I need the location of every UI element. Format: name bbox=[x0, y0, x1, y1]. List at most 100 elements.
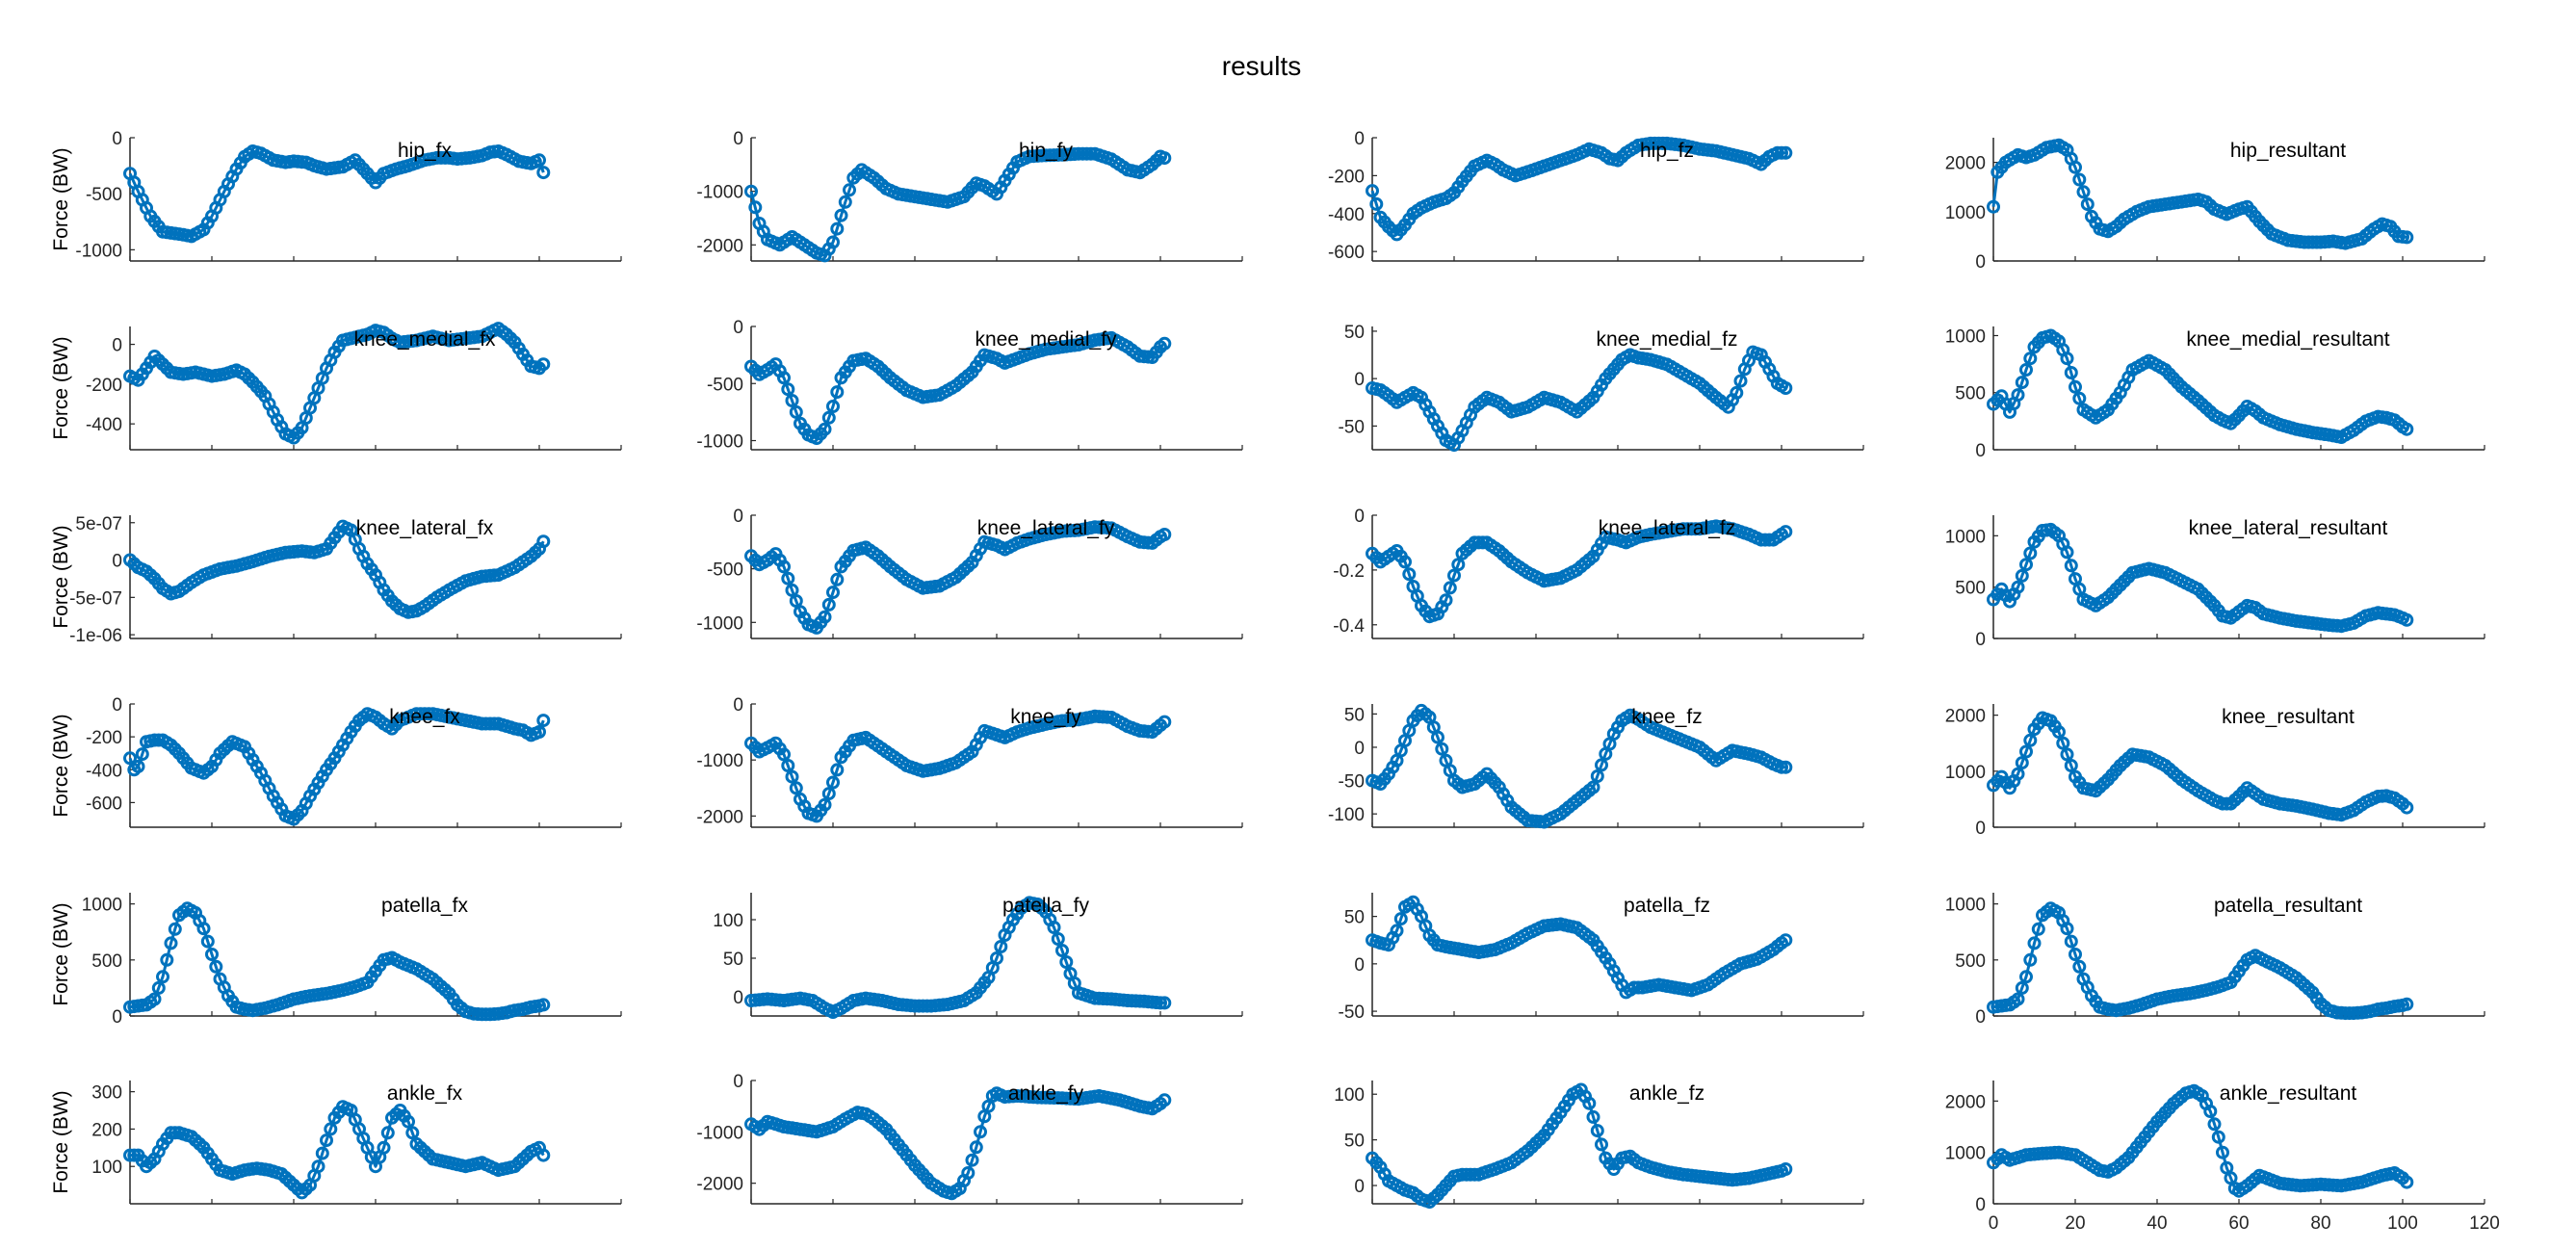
data-point bbox=[2064, 559, 2078, 573]
data-point bbox=[821, 787, 836, 801]
y-tick-label: 2000 bbox=[1945, 154, 1986, 174]
y-axis-label: Force (BW) bbox=[50, 525, 72, 628]
data-point bbox=[164, 936, 178, 951]
data-point bbox=[1158, 528, 1172, 541]
data-point bbox=[777, 560, 791, 574]
y-tick-label: -1000 bbox=[696, 613, 743, 634]
data-point bbox=[1590, 769, 1604, 783]
y-tick-label: 0 bbox=[112, 129, 122, 149]
data-point bbox=[2019, 558, 2033, 572]
data-point bbox=[2400, 612, 2414, 627]
y-tick-label: -400 bbox=[1328, 205, 1365, 225]
subplot-title: knee_fz bbox=[1631, 706, 1703, 728]
subplot-knee-medial-fx: 0 -200 -400 knee_medial_fx Force (BW) bbox=[50, 322, 622, 451]
data-point bbox=[777, 371, 791, 385]
data-point bbox=[536, 534, 551, 549]
data-point bbox=[1047, 921, 1061, 934]
data-point bbox=[1366, 184, 1379, 198]
subplot-ankle-resultant: 0 20 40 60 80 100 120 0 1000 2000 ankle_resultant bbox=[1945, 1081, 2500, 1234]
x-tick-label: 100 bbox=[2387, 1213, 2418, 1234]
data-point bbox=[2011, 992, 2025, 1006]
data-point bbox=[834, 208, 848, 222]
data-point bbox=[2015, 376, 2029, 390]
data-point bbox=[2064, 366, 2078, 379]
data-point bbox=[2011, 580, 2025, 594]
y-tick-label: 0 bbox=[733, 129, 743, 149]
data-point bbox=[1443, 581, 1457, 595]
y-tick-label: -100 bbox=[1328, 805, 1365, 825]
y-tick-label: -200 bbox=[86, 728, 122, 748]
data-point bbox=[1595, 758, 1608, 772]
data-point bbox=[1158, 151, 1172, 166]
x-tick-label: 60 bbox=[2228, 1213, 2249, 1234]
y-tick-label: -0.4 bbox=[1333, 616, 1365, 637]
y-tick-label: 500 bbox=[1955, 951, 1986, 972]
data-point bbox=[1158, 996, 1172, 1010]
data-point bbox=[2060, 352, 2074, 366]
subplot-knee-medial-fz: 50 0 -50 knee_medial_fz bbox=[1339, 323, 1864, 453]
subplot-title: patella_fx bbox=[381, 895, 468, 917]
data-point bbox=[160, 952, 174, 967]
y-tick-label: 1000 bbox=[82, 896, 122, 916]
x-tick-label: 0 bbox=[1989, 1213, 1999, 1234]
subplot-knee-lateral-fx: 5e-07 0 -5e-07 -1e-06 knee_lateral_fx Force (… bbox=[50, 514, 622, 646]
subplot-patella-fz: 50 0 -50 patella_fz bbox=[1339, 893, 1864, 1023]
data-point bbox=[1402, 567, 1417, 582]
subplot-title: ankle_fz bbox=[1629, 1082, 1704, 1105]
data-point bbox=[320, 1133, 333, 1148]
subplot-title: knee_lateral_fx bbox=[356, 517, 494, 539]
data-point bbox=[830, 385, 845, 400]
data-point bbox=[1595, 1137, 1608, 1152]
y-tick-label: 1000 bbox=[1945, 763, 1986, 783]
data-point bbox=[2400, 800, 2414, 815]
subplot-title: knee_lateral_fy bbox=[977, 517, 1115, 539]
y-tick-label: 0 bbox=[1975, 630, 1986, 650]
y-tick-label: -200 bbox=[1328, 167, 1365, 187]
subplot-title: ankle_fx bbox=[387, 1082, 463, 1105]
data-point bbox=[785, 583, 799, 597]
y-tick-label: 0 bbox=[112, 336, 122, 356]
x-tick-label: 120 bbox=[2469, 1213, 2500, 1234]
y-tick-label: -1000 bbox=[696, 751, 743, 771]
data-point bbox=[821, 410, 836, 425]
data-point bbox=[536, 714, 551, 728]
y-tick-label: 50 bbox=[1344, 908, 1365, 928]
data-point bbox=[777, 747, 791, 762]
y-tick-label: -1000 bbox=[75, 241, 122, 261]
data-point bbox=[1158, 336, 1172, 351]
y-tick-label: -1000 bbox=[696, 1123, 743, 1143]
y-tick-label: 0 bbox=[112, 1007, 122, 1028]
subplot-title: knee_lateral_fz bbox=[1599, 517, 1735, 539]
y-tick-label: 500 bbox=[1955, 579, 1986, 599]
subplot-title: knee_resultant bbox=[2222, 706, 2355, 728]
data-point bbox=[402, 1114, 415, 1129]
series-line bbox=[130, 1105, 545, 1194]
data-point bbox=[200, 934, 215, 949]
data-point bbox=[838, 195, 852, 209]
data-point bbox=[147, 992, 162, 1006]
y-tick-label: 1000 bbox=[1945, 896, 1986, 916]
data-point bbox=[744, 184, 758, 198]
y-tick-label: 100 bbox=[1334, 1085, 1365, 1106]
data-point bbox=[2031, 922, 2045, 936]
y-tick-label: -500 bbox=[86, 185, 122, 205]
data-point bbox=[168, 922, 182, 936]
data-point bbox=[830, 763, 845, 777]
data-point bbox=[1451, 558, 1466, 572]
y-axis-label: Force (BW) bbox=[50, 336, 72, 439]
data-point bbox=[1987, 199, 2000, 214]
data-point bbox=[2400, 422, 2414, 436]
data-point bbox=[156, 970, 169, 984]
data-point bbox=[974, 1125, 987, 1139]
data-point bbox=[536, 357, 551, 372]
data-point bbox=[826, 586, 840, 600]
y-tick-label: -50 bbox=[1339, 1003, 1365, 1023]
data-point bbox=[781, 759, 795, 772]
data-point bbox=[1369, 196, 1384, 211]
data-point bbox=[196, 922, 211, 936]
data-point bbox=[1779, 1162, 1793, 1176]
y-tick-label: 0 bbox=[1354, 1177, 1365, 1197]
data-point bbox=[2019, 744, 2033, 759]
data-point bbox=[789, 781, 803, 795]
data-point bbox=[2069, 379, 2082, 394]
